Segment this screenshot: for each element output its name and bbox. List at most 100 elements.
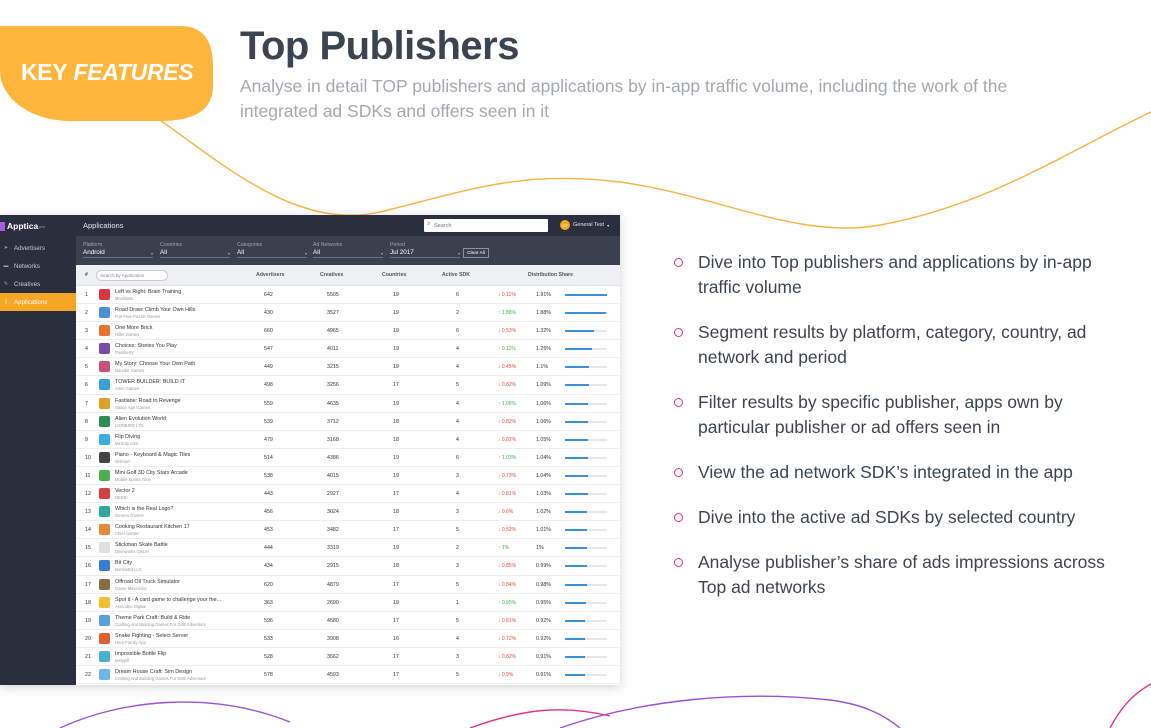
app-name[interactable]: TOWER BUILDER: BUILD IT bbox=[115, 379, 185, 386]
publisher-name[interactable]: Nanobit Games bbox=[115, 368, 145, 374]
filter-ad-networks[interactable]: Ad Networks All ▾ bbox=[313, 242, 383, 258]
active-sdk-header[interactable]: Active SDK bbox=[442, 272, 470, 278]
app-name[interactable]: Piano - Keyboard & Magic Tiles bbox=[115, 451, 191, 458]
table-row[interactable]: 11 Mini Golf 3D City Stars Arcade Mobile S… bbox=[76, 467, 620, 486]
publisher-name[interactable]: Crafting And Building Games For Girls Ad… bbox=[115, 621, 207, 627]
app-name[interactable]: Spot it - A card game to challenge your … bbox=[115, 596, 222, 603]
app-name[interactable]: Which is the Real Logo? bbox=[115, 506, 174, 513]
share-bar-fill bbox=[565, 637, 586, 640]
app-icon bbox=[99, 668, 110, 680]
publisher-name[interactable]: Fun Free Puzzle Games bbox=[115, 314, 161, 320]
publisher-name[interactable]: NimbleBit LLC bbox=[115, 567, 142, 573]
filter-value[interactable]: All bbox=[237, 249, 307, 258]
countries-header[interactable]: Countries bbox=[382, 272, 407, 278]
publisher-name[interactable]: Chief Gamer bbox=[115, 531, 139, 537]
app-name[interactable]: Road Draw: Climb Your Own Hills bbox=[115, 307, 196, 314]
app-name[interactable]: Vector 2 bbox=[115, 488, 135, 495]
app-name[interactable]: Left vs Right: Brain Training bbox=[115, 289, 182, 295]
clear-all-button[interactable]: Clear All bbox=[463, 248, 489, 258]
distribution-share-header[interactable]: Distribution Share bbox=[528, 272, 573, 278]
table-row[interactable]: 18 Spot it - A card game to challenge you… bbox=[76, 594, 620, 612]
brand-logo[interactable]: Apptica pro bbox=[0, 219, 45, 233]
filter-value[interactable]: Jul 2017 bbox=[390, 249, 460, 258]
publisher-name[interactable]: Asmodee Digital bbox=[115, 603, 146, 609]
filter-period[interactable]: Period Jul 2017 ▾ bbox=[390, 242, 460, 258]
sidebar-item-creatives[interactable]: ✎ Creatives bbox=[0, 275, 76, 293]
publisher-name[interactable]: MochiBits bbox=[115, 296, 134, 301]
publisher-name[interactable]: Pixelberry bbox=[115, 350, 134, 356]
chevron-down-icon: ▾ bbox=[457, 251, 460, 256]
publisher-name[interactable]: NEKKI bbox=[115, 495, 128, 501]
sidebar-item-advertisers[interactable]: ➤ Advertisers bbox=[0, 239, 76, 257]
table-row[interactable]: 1 Left vs Right: Brain Training MochiBits 6… bbox=[76, 286, 620, 305]
table-row[interactable]: 19 Theme Park Craft: Build & Ride Crafting… bbox=[76, 612, 620, 630]
table-row[interactable]: 9 Flip Diving Miniclip.com 479 3168 18 4 ↓ 0.82… bbox=[76, 431, 620, 449]
sidebar-item-applications[interactable]: ▯ Applications bbox=[0, 293, 76, 311]
app-name[interactable]: One More Brick bbox=[115, 325, 153, 332]
filter-value[interactable]: Android bbox=[83, 249, 153, 258]
table-row[interactable]: 10 Piano - Keyboard & Magic Tiles Gismart 5… bbox=[76, 449, 620, 467]
filter-value[interactable]: All bbox=[313, 249, 383, 258]
table-row[interactable]: 17 Offroad Oil Truck Simulator Game Maveri… bbox=[76, 576, 620, 594]
filter-categories[interactable]: Categories All ▾ bbox=[237, 242, 307, 258]
publisher-name[interactable]: Djinnworks GmbH bbox=[115, 549, 149, 555]
app-name[interactable]: My Story: Choose Your Own Path bbox=[115, 361, 196, 368]
app-icon bbox=[99, 596, 110, 608]
share-cell: 1.03% bbox=[536, 491, 552, 498]
app-name[interactable]: Snake Fighting - Select Server bbox=[115, 632, 189, 639]
publisher-name[interactable]: Miniclip.com bbox=[115, 440, 139, 446]
change-cell: ↓ 0.72% bbox=[498, 635, 517, 642]
publisher-name[interactable]: Space Ape Games bbox=[115, 404, 150, 410]
table-row[interactable]: 5 My Story: Choose Your Own Path Nanobit G… bbox=[76, 358, 620, 377]
share-cell: 1.05% bbox=[536, 436, 552, 443]
advertisers-header[interactable]: Advertisers bbox=[256, 272, 285, 278]
publisher-name[interactable]: Hero Family App bbox=[115, 639, 146, 645]
app-icon bbox=[99, 343, 110, 355]
app-name[interactable]: Impossible Bottle Flip bbox=[115, 650, 167, 657]
sidebar-item-networks[interactable]: ▬ Networks bbox=[0, 257, 76, 275]
table-row[interactable]: 21 Impossible Bottle Flip tastypill 528 3662… bbox=[76, 648, 620, 666]
app-name[interactable]: Offroad Oil Truck Simulator bbox=[115, 578, 180, 585]
table-row[interactable]: 12 Vector 2 NEKKI 443 2927 17 4 ↓ 0.81% 1.03% bbox=[76, 485, 620, 504]
global-search[interactable]: ⌕ bbox=[424, 219, 548, 232]
filter-countries[interactable]: Countries All ▾ bbox=[160, 242, 230, 258]
global-search-input[interactable] bbox=[434, 220, 544, 231]
active-sdk-cell: 6 bbox=[456, 454, 459, 461]
filter-value[interactable]: All bbox=[160, 249, 230, 258]
creatives-header[interactable]: Creatives bbox=[320, 272, 344, 278]
publisher-name[interactable]: Gismart bbox=[115, 458, 130, 464]
app-name[interactable]: Flip Diving bbox=[115, 433, 141, 440]
app-name[interactable]: Choices: Stories You Play bbox=[115, 343, 177, 350]
app-name[interactable]: Stickman Skate Battle bbox=[115, 542, 168, 549]
table-row[interactable]: 15 Stickman Skate Battle Djinnworks GmbH 44… bbox=[76, 539, 620, 558]
app-name[interactable]: Fastlane: Road to Revenge bbox=[115, 397, 181, 404]
table-row[interactable]: 2 Road Draw: Climb Your Own Hills Fun Free… bbox=[76, 304, 620, 323]
table-row[interactable]: 6 TOWER BUILDER: BUILD IT Arkix Games 498 32… bbox=[76, 376, 620, 395]
table-row[interactable]: 3 One More Brick Hiller Games 660 4965 19 6 ↓ 0… bbox=[76, 322, 620, 341]
publisher-name[interactable]: Hiller Games bbox=[115, 332, 140, 338]
app-name[interactable]: Mini Golf 3D City Stars Arcade bbox=[115, 469, 188, 476]
table-row[interactable]: 4 Choices: Stories You Play Pixelberry 547 4… bbox=[76, 340, 620, 359]
table-row[interactable]: 22 Dream House Craft: Sim Design Crafting … bbox=[76, 666, 620, 685]
filter-platform[interactable]: Platform Android ▾ bbox=[83, 242, 153, 258]
app-name[interactable]: Cooking Restaurant Kitchen 17 bbox=[115, 524, 190, 531]
app-search-field[interactable]: Search by Application bbox=[96, 270, 168, 281]
publisher-name[interactable]: Crafting And Building Games For Girls Ad… bbox=[115, 675, 207, 681]
app-name[interactable]: Bit City bbox=[115, 560, 133, 567]
table-row[interactable]: 14 Cooking Restaurant Kitchen 17 Chief Gam… bbox=[76, 521, 620, 540]
user-menu[interactable]: GT General Test ▾ bbox=[560, 220, 609, 230]
publisher-name[interactable]: Mobile Sports Time bbox=[115, 476, 151, 482]
table-row[interactable]: 16 Bit City NimbleBit LLC 434 2915 18 3 ↓ 0.85%… bbox=[76, 557, 620, 576]
app-name[interactable]: Dream House Craft: Sim Design bbox=[115, 668, 192, 675]
publisher-name[interactable]: LIONBIRD LTD bbox=[115, 422, 144, 428]
table-row[interactable]: 20 Snake Fighting - Select Server Hero Fam… bbox=[76, 630, 620, 648]
app-name[interactable]: Alien Evolution World bbox=[115, 415, 167, 422]
app-name[interactable]: Theme Park Craft: Build & Ride bbox=[115, 614, 191, 621]
publisher-name[interactable]: Game Mavericks bbox=[115, 585, 147, 591]
publisher-name[interactable]: Genera Games bbox=[115, 513, 144, 519]
table-row[interactable]: 13 Which is the Real Logo? Genera Games 456… bbox=[76, 503, 620, 522]
table-row[interactable]: 8 Alien Evolution World LIONBIRD LTD 539 371… bbox=[76, 413, 620, 431]
table-row[interactable]: 7 Fastlane: Road to Revenge Space Ape Game… bbox=[76, 395, 620, 413]
publisher-name[interactable]: Arkix Games bbox=[115, 386, 139, 392]
publisher-name[interactable]: tastypill bbox=[115, 657, 129, 663]
